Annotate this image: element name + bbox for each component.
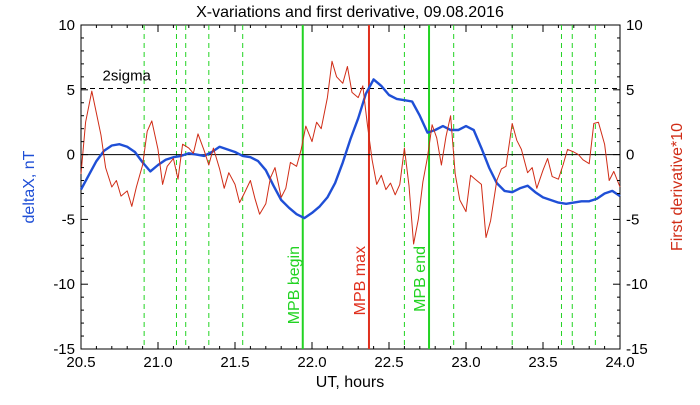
x-tick-label-6: 23.5 bbox=[528, 354, 557, 371]
y-tick-label-left-2: 0 bbox=[67, 147, 75, 164]
reference-lines: 2sigma bbox=[81, 68, 620, 156]
x-tick-label-7: 24.0 bbox=[605, 354, 634, 371]
y-axis-title-right: First derivative*10 bbox=[669, 123, 686, 251]
x-tick-label-5: 23.0 bbox=[451, 354, 480, 371]
mpb-label-0: MPB begin bbox=[286, 246, 303, 324]
series-lines bbox=[79, 60, 621, 245]
chart-title: X-variations and first derivative, 09.08… bbox=[196, 4, 504, 21]
x-tick-label-4: 22.5 bbox=[374, 354, 403, 371]
y-tick-label-left-1: 5 bbox=[67, 82, 75, 99]
y-tick-label-right-3: -5 bbox=[626, 211, 639, 228]
x-tick-label-2: 21.5 bbox=[220, 354, 249, 371]
series-line-derivative bbox=[80, 60, 621, 245]
x-tick-label-0: 20.5 bbox=[66, 354, 95, 371]
x-tick-label-3: 22.0 bbox=[297, 354, 326, 371]
y-tick-label-right-5: -15 bbox=[626, 341, 648, 358]
y-axis-title-left: deltaX, nT bbox=[21, 150, 38, 223]
y-tick-label-right-0: 10 bbox=[626, 17, 643, 34]
x-axis-title: UT, hours bbox=[316, 374, 384, 391]
y-tick-label-right-1: 5 bbox=[626, 82, 634, 99]
y-tick-label-right-4: -10 bbox=[626, 276, 648, 293]
y-tick-label-left-3: -5 bbox=[62, 211, 75, 228]
vertical-marker-lines bbox=[143, 25, 596, 349]
mpb-label-1: MPB max bbox=[352, 246, 369, 315]
series-line-deltaX bbox=[79, 78, 621, 220]
sigma-label: 2sigma bbox=[103, 68, 152, 85]
marker-labels: MPB begin MPB max MPB end bbox=[286, 246, 429, 324]
plot-frame bbox=[80, 24, 621, 350]
y-tick-label-left-4: -10 bbox=[53, 276, 75, 293]
y-tick-label-right-2: 0 bbox=[626, 147, 634, 164]
x-tick-label-1: 21.0 bbox=[143, 354, 172, 371]
y-tick-label-left-0: 10 bbox=[58, 17, 75, 34]
mpb-label-2: MPB end bbox=[412, 246, 429, 312]
plot-frame-rect bbox=[80, 24, 621, 350]
axis-ticks: 20.5 21.0 21.5 22.0 22.5 23.0 23.5 24.0 10 10 5 5 0 0… bbox=[53, 17, 647, 371]
y-tick-label-left-5: -15 bbox=[53, 341, 75, 358]
